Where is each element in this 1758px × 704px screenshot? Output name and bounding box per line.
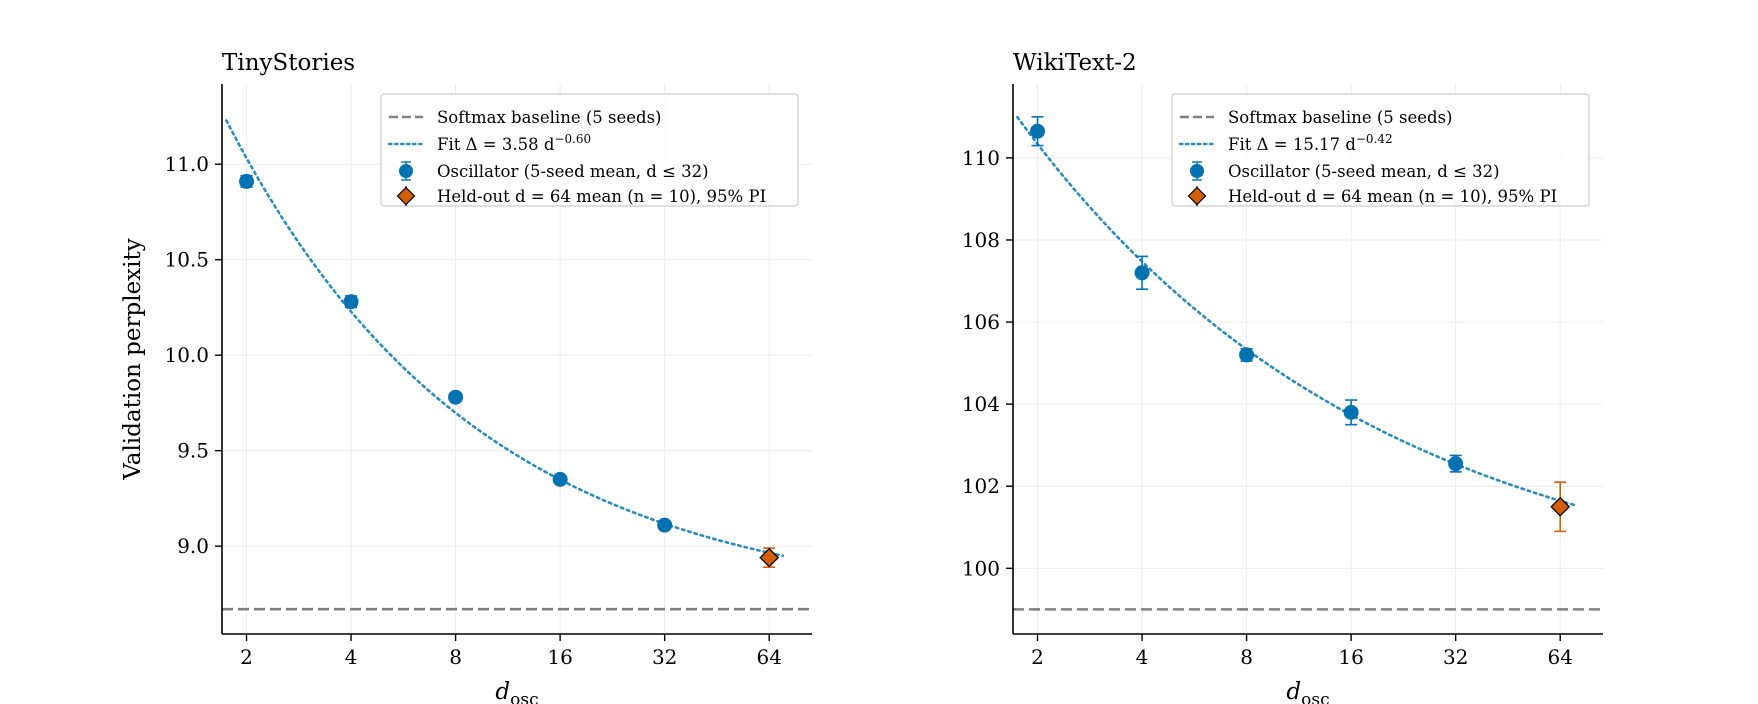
legend-oscillator-label: Oscillator (5-seed mean, d ≤ 32) — [437, 162, 709, 181]
held-out-point — [759, 547, 780, 568]
legend-heldout-marker — [1187, 186, 1207, 206]
legend-fit-label-exponent: −0.42 — [1356, 132, 1393, 146]
y-tick-label: 100 — [962, 556, 1000, 580]
legend-fit-label: Fit Δ = 3.58 d−0.60 — [437, 132, 591, 154]
data-point — [239, 173, 255, 189]
x-tick-label: 8 — [449, 645, 462, 669]
legend-oscillator-marker — [1190, 164, 1204, 178]
x-tick-label: 4 — [1136, 645, 1149, 669]
data-point — [552, 471, 568, 487]
legend-heldout-label: Held-out d = 64 mean (n = 10), 95% PI — [1228, 187, 1557, 206]
data-point — [1343, 404, 1359, 420]
data-point — [343, 294, 359, 310]
y-tick-label: 108 — [962, 228, 1000, 252]
legend-fit-label-main: Fit Δ = 15.17 d — [1228, 135, 1356, 154]
legend-fit-label-main: Fit Δ = 3.58 d — [437, 135, 555, 154]
legend-baseline-label: Softmax baseline (5 seeds) — [1228, 108, 1452, 127]
x-axis-label-sub: osc — [1301, 690, 1329, 704]
panel-tinystories: 2 4 8 16 32 64 9.0 9.5 10.0 10.5 11.0 TinyStories do… — [120, 50, 812, 704]
x-axis-label: dosc — [1286, 679, 1329, 704]
x-tick-label: 2 — [240, 645, 253, 669]
legend-frame — [1171, 93, 1590, 207]
chart-title: WikiText-2 — [1013, 50, 1137, 76]
x-tick-label: 4 — [345, 645, 358, 669]
data-point — [1134, 265, 1150, 281]
x-axis-label-sub: osc — [510, 690, 538, 704]
y-tick-label: 102 — [962, 474, 1000, 498]
y-tick-label: 104 — [962, 392, 1000, 416]
legend: Softmax baseline (5 seeds) Fit Δ = 3.58 d… — [380, 93, 799, 207]
x-tick-label: 8 — [1240, 645, 1253, 669]
y-tick-label: 9.5 — [177, 439, 209, 463]
x-tick-label: 16 — [1338, 645, 1363, 669]
fit-curve — [1016, 115, 1576, 507]
y-tick-label: 10.5 — [164, 248, 209, 272]
y-tick-label: 10.0 — [164, 343, 209, 367]
y-tick-label: 106 — [962, 310, 1000, 334]
legend-baseline-label: Softmax baseline (5 seeds) — [437, 108, 661, 127]
chart-title: TinyStories — [222, 50, 355, 76]
legend-fit-label: Fit Δ = 15.17 d−0.42 — [1228, 132, 1393, 154]
y-tick-label: 110 — [962, 146, 1000, 170]
y-axis-label: Validation perplexity — [120, 238, 146, 481]
legend-fit-label-exponent: −0.60 — [554, 132, 591, 146]
data-point — [657, 517, 673, 533]
legend: Softmax baseline (5 seeds) Fit Δ = 15.17 … — [1171, 93, 1590, 207]
x-axis-label-main: d — [495, 679, 510, 704]
data-point — [1030, 123, 1046, 139]
data-point — [1239, 347, 1255, 363]
data-point — [448, 389, 464, 405]
x-tick-label: 32 — [652, 645, 677, 669]
legend-oscillator-marker — [399, 164, 413, 178]
y-tick-label: 11.0 — [164, 152, 209, 176]
held-out-point — [1550, 496, 1571, 517]
legend-heldout-label: Held-out d = 64 mean (n = 10), 95% PI — [437, 187, 766, 206]
legend-frame — [380, 93, 799, 207]
panel-wikitext-2: 2 4 8 16 32 64 100 102 104 106 108 110 WikiText-2 dos… — [962, 50, 1603, 704]
x-tick-label: 64 — [756, 645, 781, 669]
x-axis-label: dosc — [495, 679, 538, 704]
data-point — [1448, 456, 1464, 472]
x-tick-label: 32 — [1443, 645, 1468, 669]
y-tick-label: 9.0 — [177, 534, 209, 558]
legend-heldout-marker — [396, 186, 416, 206]
x-tick-label: 2 — [1031, 645, 1044, 669]
legend-oscillator-label: Oscillator (5-seed mean, d ≤ 32) — [1228, 162, 1500, 181]
x-axis-label-main: d — [1286, 679, 1301, 704]
x-tick-label: 64 — [1547, 645, 1572, 669]
x-tick-label: 16 — [547, 645, 572, 669]
fit-curve — [225, 119, 785, 558]
